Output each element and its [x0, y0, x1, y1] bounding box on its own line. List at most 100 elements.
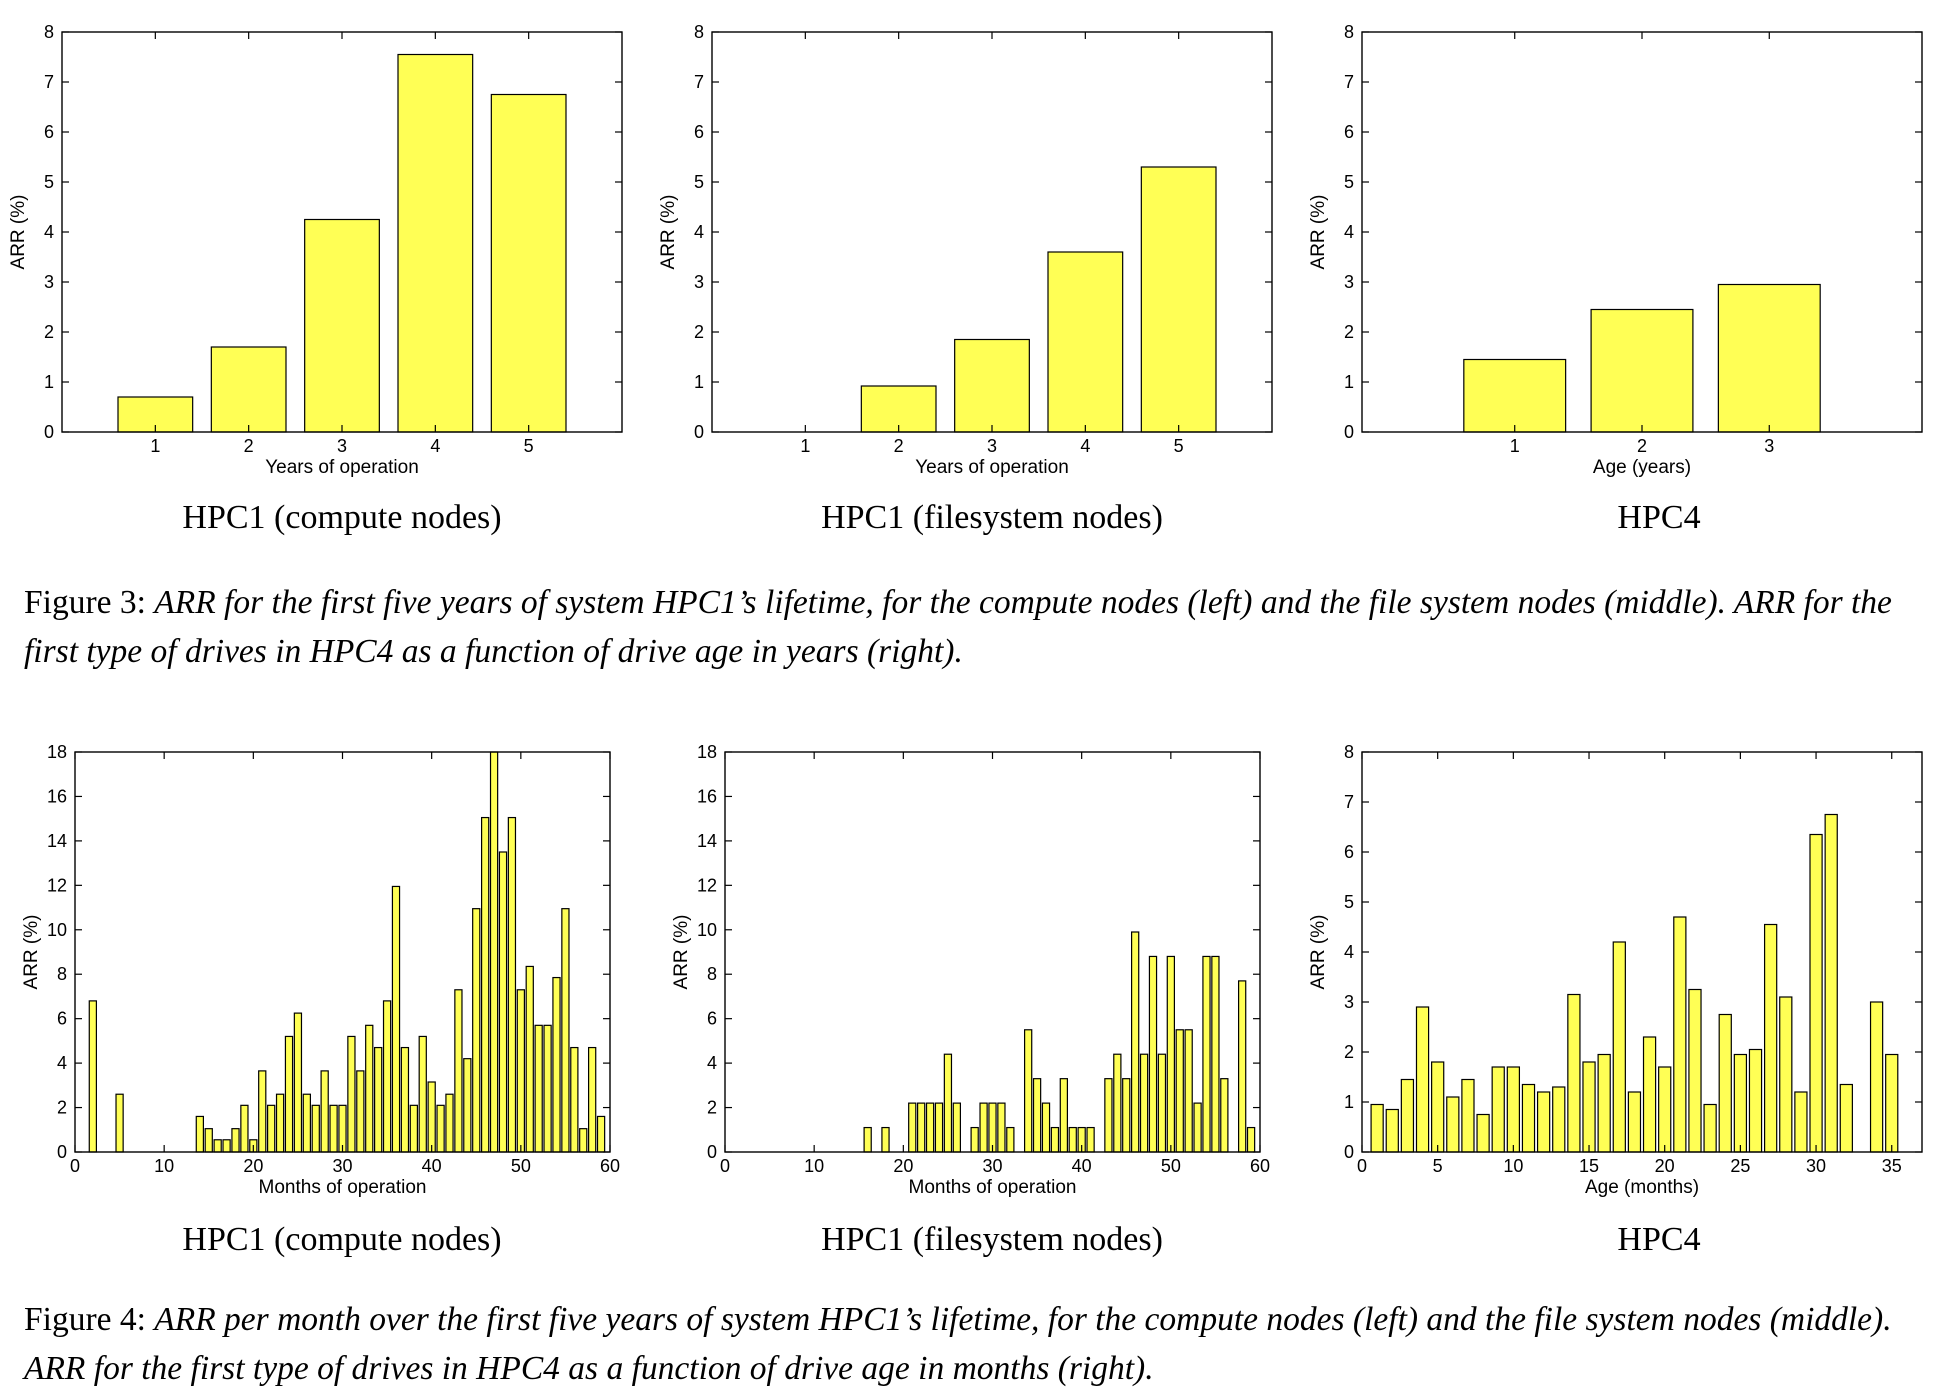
- y-tick-label: 0: [1344, 1142, 1354, 1162]
- bar: [1047, 251, 1124, 433]
- bar: [579, 1128, 588, 1153]
- y-tick-label: 14: [697, 831, 717, 851]
- bar: [507, 816, 517, 1153]
- bar: [1733, 1053, 1748, 1153]
- y-tick-label: 2: [1344, 1042, 1354, 1062]
- y-tick-label: 1: [1344, 372, 1354, 392]
- bar: [1476, 1113, 1490, 1153]
- bar: [1658, 1066, 1672, 1153]
- x-tick-label: 25: [1730, 1156, 1750, 1176]
- y-tick-label: 0: [44, 422, 54, 442]
- y-axis-label: ARR (%): [8, 195, 29, 270]
- x-tick-label: 4: [430, 436, 440, 456]
- x-tick-label: 2: [244, 436, 254, 456]
- bar: [1461, 1078, 1475, 1153]
- panel-title: HPC1 (compute nodes): [182, 1221, 501, 1258]
- bar: [1824, 813, 1838, 1153]
- bar: [1059, 1078, 1069, 1153]
- bar: [1717, 283, 1821, 433]
- y-tick-label: 0: [1344, 422, 1354, 442]
- bar: [222, 1139, 231, 1153]
- x-axis-label: Years of operation: [265, 457, 419, 478]
- bar: [1140, 166, 1217, 433]
- x-tick-label: 0: [70, 1156, 80, 1176]
- x-tick-label: 1: [1510, 436, 1520, 456]
- y-tick-label: 2: [1344, 322, 1354, 342]
- bar: [1006, 1126, 1015, 1153]
- bar: [418, 1035, 427, 1153]
- bar: [1748, 1048, 1763, 1153]
- bar: [329, 1104, 338, 1153]
- y-tick-label: 1: [694, 372, 704, 392]
- x-axis-label: Months of operation: [909, 1177, 1077, 1198]
- bar: [1220, 1078, 1229, 1153]
- y-tick-label: 16: [697, 786, 717, 806]
- bar: [204, 1128, 213, 1153]
- fig3-panel-3: 0 1 2 3 4 5 6 7 8 1 2 3 Age (years) ARR (%) HPC4: [1308, 22, 1923, 536]
- bar: [1246, 1126, 1256, 1153]
- bar: [374, 1046, 383, 1153]
- bar: [1130, 931, 1140, 1153]
- bar: [397, 53, 474, 433]
- fig3-panel-2: 0 1 2 3 4 5 6 7 8 1 2 3 4 5 Years of operation ARR (%) H…: [658, 22, 1273, 536]
- bar: [1869, 1001, 1884, 1153]
- x-tick-label: 15: [1579, 1156, 1599, 1176]
- bar: [284, 1035, 294, 1153]
- x-tick-label: 30: [332, 1156, 352, 1176]
- y-tick-label: 8: [57, 964, 67, 984]
- bar: [1068, 1126, 1077, 1153]
- x-tick-label: 2: [1637, 436, 1647, 456]
- y-tick-label: 6: [707, 1009, 717, 1029]
- y-tick-label: 5: [694, 172, 704, 192]
- x-tick-label: 50: [1161, 1156, 1181, 1176]
- y-axis-label: ARR (%): [21, 915, 42, 990]
- figure-3-caption-lead: Figure 3:: [24, 584, 155, 621]
- bar: [1175, 1029, 1184, 1153]
- bar: [1166, 955, 1176, 1153]
- bar: [1041, 1102, 1051, 1153]
- panel-title: HPC4: [1617, 1221, 1700, 1258]
- bar: [1415, 1006, 1430, 1153]
- bar: [267, 1104, 276, 1153]
- y-tick-label: 3: [1344, 992, 1354, 1012]
- y-tick-label: 0: [694, 422, 704, 442]
- y-tick-label: 5: [1344, 172, 1354, 192]
- plot-frame: [1361, 751, 1923, 1153]
- bar: [1703, 1103, 1717, 1153]
- bar: [1590, 308, 1694, 433]
- y-tick-label: 10: [47, 920, 67, 940]
- bar: [400, 1046, 410, 1153]
- x-tick-label: 50: [511, 1156, 531, 1176]
- bar: [1642, 1036, 1657, 1153]
- y-tick-label: 6: [1344, 122, 1354, 142]
- bar: [1139, 1053, 1149, 1153]
- y-tick-label: 1: [1344, 1092, 1354, 1112]
- y-tick-label: 4: [1344, 942, 1354, 962]
- bar: [1237, 980, 1247, 1153]
- x-tick-label: 20: [243, 1156, 263, 1176]
- y-tick-label: 7: [1344, 72, 1354, 92]
- bar: [516, 989, 526, 1153]
- figure-4-caption-text: ARR per month over the first five years …: [24, 1301, 1892, 1387]
- bar: [1718, 1013, 1732, 1153]
- bar: [1536, 1091, 1551, 1153]
- bar: [552, 976, 561, 1153]
- y-tick-label: 6: [44, 122, 54, 142]
- x-axis-label: Months of operation: [259, 1177, 427, 1198]
- bar: [1157, 1053, 1167, 1153]
- bar: [409, 1104, 418, 1153]
- bar: [472, 908, 481, 1153]
- bar: [1086, 1126, 1095, 1153]
- x-tick-label: 30: [982, 1156, 1002, 1176]
- fig3-panel-1: 0 1 2 3 4 5 6 7 8 1 2 3 4 5 Years of operation ARR (%) H…: [8, 22, 623, 536]
- bar: [908, 1102, 917, 1153]
- bar: [231, 1128, 240, 1153]
- bar: [445, 1093, 454, 1153]
- fig4-panel-3: 0 1 2 3 4 5 6 7 8 0 5 10 15 20 25 30 35 Age (months) ARR (…: [1308, 742, 1923, 1258]
- figure-4-caption: Figure 4: ARR per month over the first f…: [24, 1295, 1914, 1393]
- x-tick-label: 10: [804, 1156, 824, 1176]
- bar: [427, 1081, 436, 1153]
- x-tick-label: 0: [1357, 1156, 1367, 1176]
- bar: [88, 1000, 97, 1153]
- x-tick-label: 30: [1806, 1156, 1826, 1176]
